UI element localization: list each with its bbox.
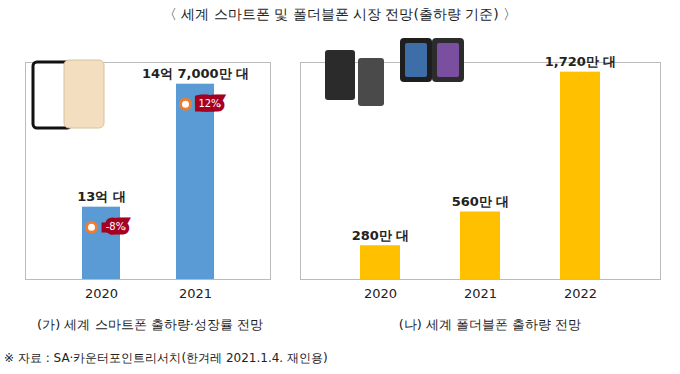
svg-text:13억 대: 13억 대 [77,189,126,204]
svg-text:560만 대: 560만 대 [452,194,510,209]
svg-text:2021: 2021 [179,286,212,301]
svg-text:2022: 2022 [564,286,597,301]
svg-text:2020: 2020 [364,286,397,301]
svg-text:14억 7,000만 대: 14억 7,000만 대 [142,66,249,81]
html-text:〈 세계 스마트폰 및 폴더블폰 시장 전망(출하량 기준): 〈 세계 스마트폰 및 폴더블폰 시장 전망(출하량 기준) 〉 [162,6,518,22]
html-text:(나) 세계 폴더블폰 출하량 전망: (나) 세계 폴더블폰 출하량 전망 [398,317,582,332]
svg-text:12%: 12% [198,98,220,109]
html-text:(가) 세계 스마트폰 출하량·성장률 전망: (가) 세계 스마트폰 출하량·성장률 전망 [37,317,263,332]
svg-text:-8%: -8% [106,221,125,232]
svg-text:2020: 2020 [85,286,118,301]
svg-text:1,720만 대: 1,720만 대 [545,54,617,69]
html-text:※ 자료 : SA·카운터포인트리서치(한겨레 2021.1: ※ 자료 : SA·카운터포인트리서치(한겨레 2021.1.4. 재인용) [4,351,328,365]
svg-text:2021: 2021 [464,286,497,301]
svg-text:280만 대: 280만 대 [352,228,410,243]
